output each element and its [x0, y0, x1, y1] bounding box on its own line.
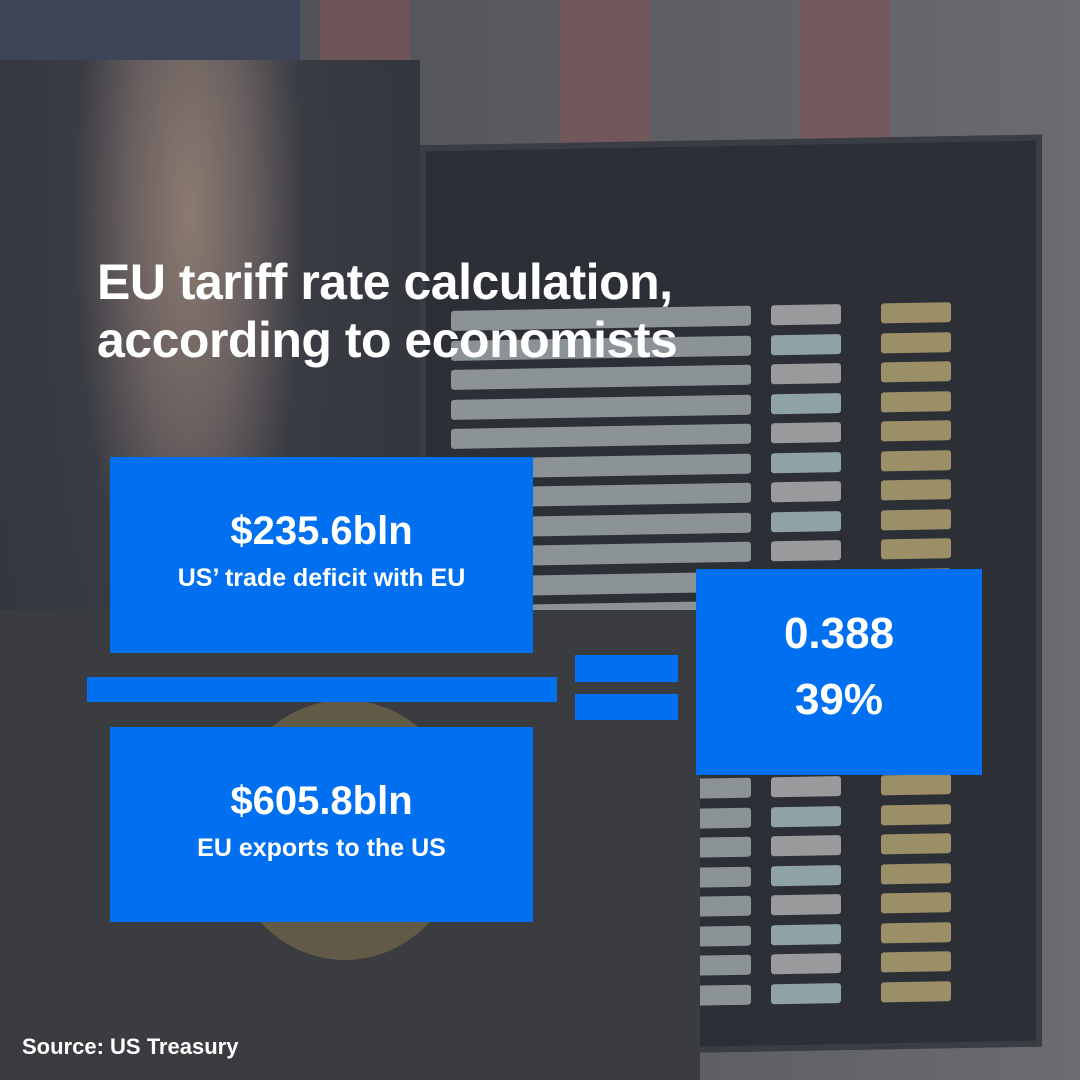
board-cell — [881, 951, 951, 973]
eu-exports-value: $605.8bln — [230, 779, 413, 823]
board-cell — [771, 953, 841, 975]
flag-stripe — [560, 0, 650, 150]
headline-line-2: according to economists — [97, 312, 678, 368]
board-cell — [881, 390, 951, 412]
result-box: 0.388 39% — [696, 569, 982, 775]
board-cell — [771, 304, 841, 326]
fraction-bar — [87, 677, 557, 702]
board-cell — [771, 923, 841, 945]
result-percent: 39% — [794, 675, 884, 724]
board-cell — [771, 333, 841, 355]
result-ratio: 0.388 — [783, 609, 895, 658]
board-cell — [881, 862, 951, 884]
board-cell — [881, 892, 951, 914]
board-cell — [881, 921, 951, 943]
board-cell — [771, 363, 841, 385]
headline-line-1: EU tariff rate calculation, — [97, 254, 673, 310]
board-row — [451, 423, 751, 449]
board-cell — [881, 420, 951, 442]
equals-bar-top — [575, 655, 678, 682]
board-cell — [881, 449, 951, 471]
numerator-box: $235.6bln US’ trade deficit with EU — [110, 457, 533, 653]
board-cell — [771, 982, 841, 1004]
board-cell — [881, 479, 951, 501]
board-cell — [771, 422, 841, 444]
board-cell — [881, 302, 951, 324]
board-cell — [771, 540, 841, 562]
board-cell — [881, 361, 951, 383]
board-cell — [771, 451, 841, 473]
board-cell — [771, 510, 841, 532]
board-cell — [881, 833, 951, 855]
board-cell — [881, 508, 951, 530]
board-cell — [881, 331, 951, 353]
denominator-box: $605.8bln EU exports to the US — [110, 727, 533, 922]
board-cell — [771, 392, 841, 414]
board-cell — [771, 776, 841, 798]
board-cell — [771, 864, 841, 886]
board-cell — [771, 835, 841, 857]
board-cell — [881, 538, 951, 560]
board-row — [451, 394, 751, 420]
board-cell — [881, 980, 951, 1002]
equals-bar-bottom — [575, 694, 678, 720]
board-cell — [881, 803, 951, 825]
eu-exports-label: EU exports to the US — [197, 834, 446, 862]
board-cell — [771, 481, 841, 503]
board-cell — [881, 774, 951, 796]
board-cell — [771, 894, 841, 916]
trade-deficit-value: $235.6bln — [230, 509, 413, 553]
board-cell — [771, 805, 841, 827]
source-note: Source: US Treasury — [22, 1034, 239, 1059]
trade-deficit-label: US’ trade deficit with EU — [177, 564, 466, 592]
headline: EU tariff rate calculation, according to… — [97, 253, 678, 369]
flag-stripe — [800, 0, 890, 150]
